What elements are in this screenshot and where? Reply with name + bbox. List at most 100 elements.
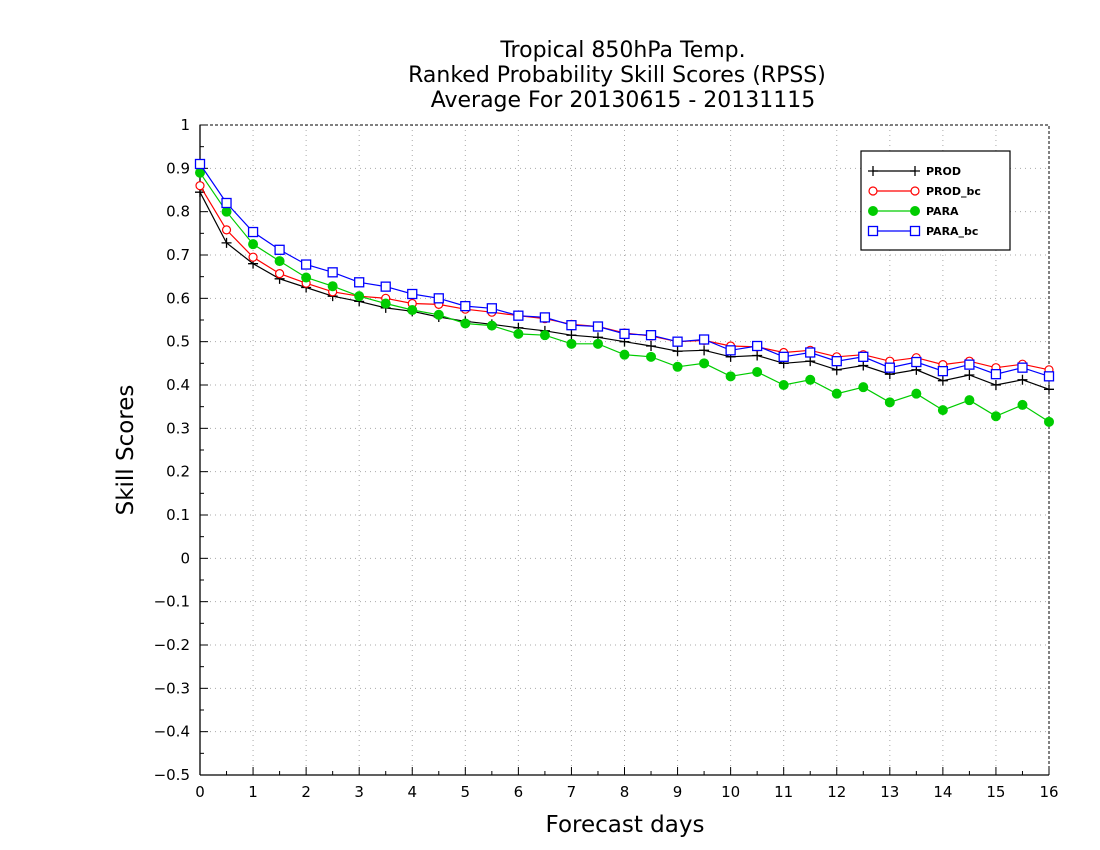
legend: PROD PROD_bc PARA PARA_bc xyxy=(860,150,1011,251)
data-point-plus xyxy=(964,370,975,381)
legend-label: PARA_bc xyxy=(926,225,978,238)
data-point-plus xyxy=(699,345,710,356)
data-point-dot xyxy=(619,349,630,360)
title-line-2: Ranked Probability Skill Scores (RPSS) xyxy=(408,63,826,88)
y-tick-labels: −0.5 −0.4 −0.3 −0.2 −0.1 0 0.1 0.2 0.3 0.4 0.5 0.6 0… xyxy=(154,116,190,784)
data-point-dot xyxy=(380,298,391,309)
data-point-square xyxy=(752,340,763,352)
legend-entry: PROD_bc xyxy=(868,185,981,198)
data-point-dot xyxy=(460,318,471,329)
chart-title: Tropical 850hPa Temp. Ranked Probability… xyxy=(408,38,826,113)
data-point-dot xyxy=(884,397,895,408)
data-point-dot xyxy=(566,338,577,349)
x-tick-label: 2 xyxy=(301,783,311,801)
data-point-square xyxy=(672,336,683,347)
data-point-square xyxy=(327,267,338,278)
data-point-square xyxy=(566,320,577,331)
data-point-plus xyxy=(1044,384,1054,395)
data-point-plus xyxy=(937,375,948,386)
data-point-square xyxy=(911,356,922,368)
y-tick-label: −0.5 xyxy=(154,766,190,784)
x-tick-label: 7 xyxy=(567,783,577,801)
y-tick-label: 0 xyxy=(180,549,190,567)
data-point-square xyxy=(407,288,418,300)
data-point-dot xyxy=(964,395,975,406)
data-point-dot xyxy=(592,338,603,349)
data-point-dot xyxy=(486,320,497,331)
y-tick-label: 0.4 xyxy=(166,376,190,394)
data-point-square xyxy=(909,225,921,237)
data-point-square xyxy=(858,351,869,362)
data-point-dot xyxy=(699,358,710,369)
data-point-dot xyxy=(301,272,312,283)
data-point-dot xyxy=(513,328,524,339)
y-axis-label: Skill Scores xyxy=(113,385,139,516)
data-point-square xyxy=(1017,362,1028,373)
legend-label: PARA xyxy=(926,205,959,218)
legend-entry: PROD xyxy=(868,165,961,178)
data-point-dot xyxy=(1017,399,1028,410)
y-tick-label: 0.1 xyxy=(166,506,190,524)
data-point-dot xyxy=(433,309,444,320)
series-para xyxy=(195,167,1054,427)
data-point-circle xyxy=(868,186,878,196)
data-point-circle xyxy=(248,252,258,262)
y-tick-label: −0.3 xyxy=(154,679,190,697)
data-point-square xyxy=(300,259,312,270)
data-point-square xyxy=(221,197,232,209)
series-prod xyxy=(195,187,1054,395)
data-point-dot xyxy=(778,380,789,390)
data-point-circle xyxy=(221,225,232,235)
data-point-plus xyxy=(805,356,816,367)
data-point-dot xyxy=(911,388,922,399)
x-tick-label: 0 xyxy=(195,783,205,801)
x-tick-label: 11 xyxy=(774,783,793,801)
data-point-dot xyxy=(274,256,285,267)
data-point-dot xyxy=(248,239,259,250)
x-tick-labels: 0 1 2 3 4 5 6 7 8 9 10 11 12 13 14 15 16 xyxy=(195,783,1058,801)
x-tick-label: 3 xyxy=(354,783,364,801)
title-line-1: Tropical 850hPa Temp. xyxy=(499,38,745,63)
data-point-dot xyxy=(858,382,869,393)
data-point-square xyxy=(645,330,657,341)
data-point-dot xyxy=(937,405,948,416)
data-point-plus xyxy=(831,364,842,375)
data-point-square xyxy=(194,158,206,170)
data-point-square xyxy=(990,369,1002,380)
legend-entry: PARA_bc xyxy=(867,225,978,238)
x-axis-label: Forecast days xyxy=(546,812,705,838)
data-point-dot xyxy=(910,206,920,216)
y-tick-label: 0.7 xyxy=(166,246,190,264)
legend-label: PROD_bc xyxy=(926,185,981,198)
y-tick-label: 0.9 xyxy=(166,159,190,177)
y-tick-label: 1 xyxy=(180,116,190,134)
x-tick-label: 16 xyxy=(1039,783,1058,801)
data-point-square xyxy=(486,303,497,314)
data-point-dot xyxy=(752,367,763,377)
data-point-dot xyxy=(831,388,842,399)
title-line-3: Average For 20130615 - 20131115 xyxy=(431,88,816,113)
y-tick-label: 0.8 xyxy=(166,203,190,221)
data-point-square xyxy=(778,351,789,362)
data-point-circle xyxy=(195,181,205,191)
data-point-plus xyxy=(1017,374,1028,385)
data-point-dot xyxy=(327,281,338,292)
x-tick-label: 12 xyxy=(827,783,846,801)
data-point-dot xyxy=(805,374,816,385)
data-point-dot xyxy=(868,206,878,216)
y-tick-label: −0.1 xyxy=(154,593,190,611)
legend-label: PROD xyxy=(926,165,961,178)
data-point-dot xyxy=(354,291,365,302)
legend-box xyxy=(860,150,1011,251)
data-point-square xyxy=(274,244,285,255)
y-tick-label: 0.3 xyxy=(166,419,190,437)
data-point-square xyxy=(831,356,842,367)
data-point-circle xyxy=(910,186,920,196)
x-tick-label: 14 xyxy=(933,783,952,801)
data-point-plus xyxy=(672,346,683,357)
y-tick-label: 0.5 xyxy=(166,333,190,351)
data-point-square xyxy=(805,347,816,358)
x-tick-label: 15 xyxy=(986,783,1005,801)
data-point-square xyxy=(460,300,471,312)
data-point-plus xyxy=(752,350,763,361)
